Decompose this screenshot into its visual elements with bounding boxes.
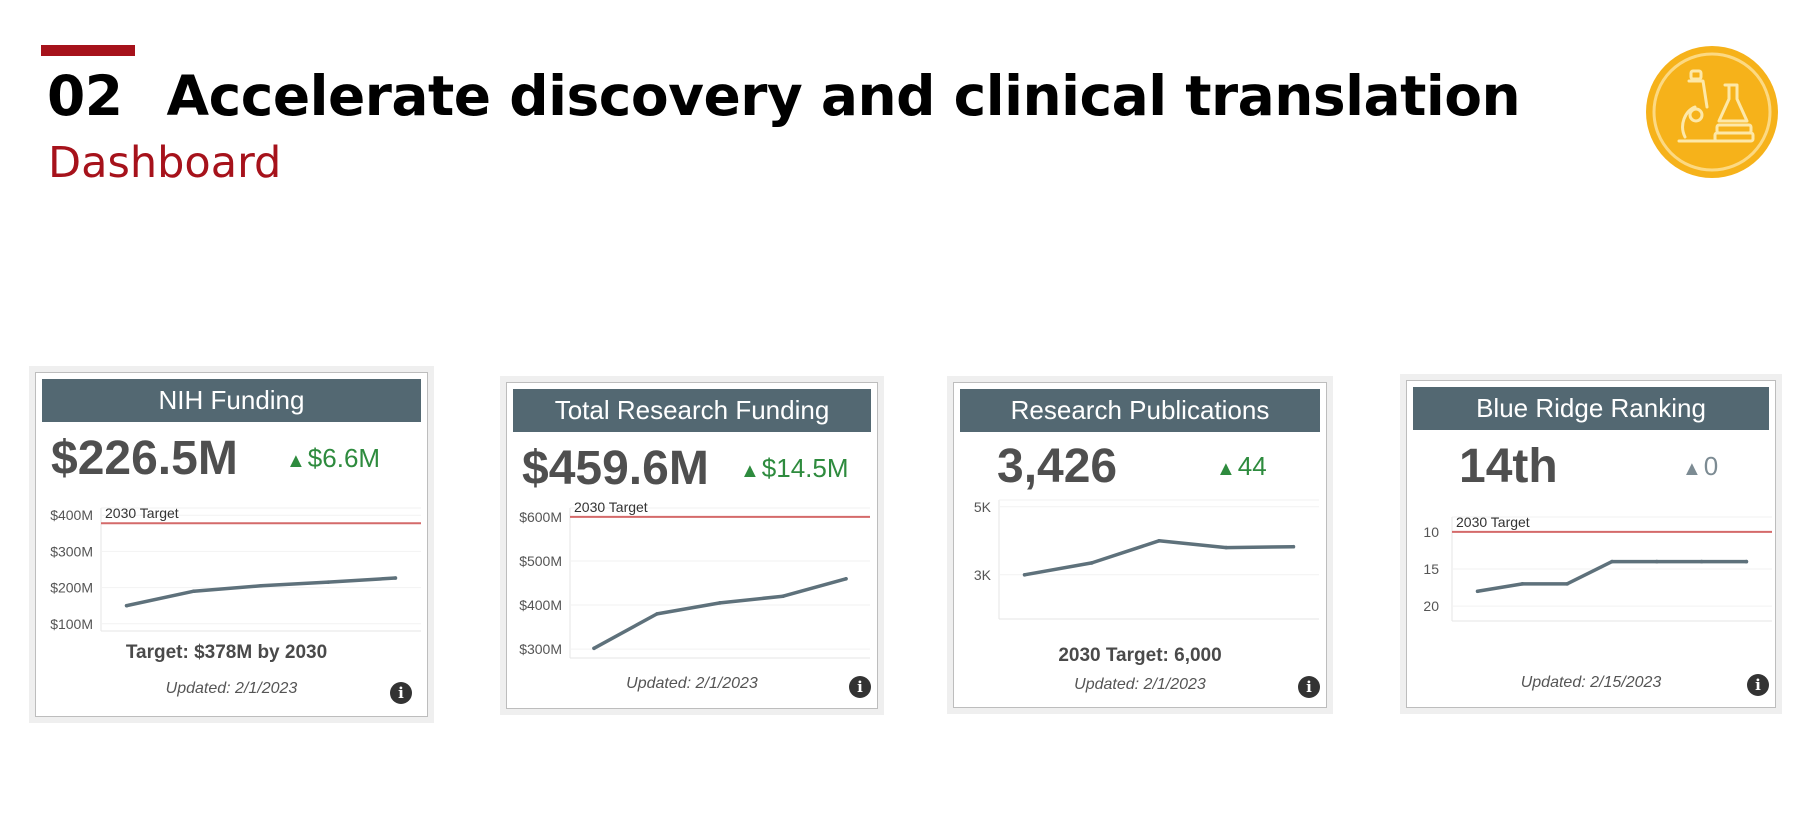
card-title: Research Publications <box>960 389 1320 432</box>
target-note: Target: $378M by 2030 <box>125 642 328 663</box>
y-tick-label: 20 <box>1423 598 1439 614</box>
info-icon[interactable]: i <box>849 676 871 698</box>
card-panel: Total Research Funding $459.6M ▲$14.5M $… <box>506 382 878 709</box>
data-point <box>1475 589 1480 594</box>
data-point <box>1565 582 1569 586</box>
info-icon[interactable]: i <box>390 682 412 704</box>
kpi-card-blue-ridge-ranking: Blue Ridge Ranking 14th ▲0 10 15 20 2030 Ta… <box>1400 374 1782 714</box>
target-note: 2030 Target: 6,000 <box>1058 645 1222 666</box>
card-panel: Blue Ridge Ranking 14th ▲0 10 15 20 2030 Ta… <box>1406 380 1776 708</box>
kpi-delta: ▲$14.5M <box>740 455 849 481</box>
line-chart: 10 15 20 2030 Target <box>1423 514 1772 622</box>
data-point <box>844 576 848 581</box>
kpi-delta-value: 44 <box>1237 451 1267 481</box>
updated-date: Updated: 2/1/2023 <box>165 680 298 697</box>
data-point <box>1744 559 1749 564</box>
card-title: NIH Funding <box>42 379 421 422</box>
data-point <box>1291 544 1296 549</box>
data-point <box>1655 559 1659 564</box>
page-subtitle: Dashboard <box>48 138 282 188</box>
data-point <box>192 589 196 594</box>
kpi-card-total-research-funding: Total Research Funding $459.6M ▲$14.5M $… <box>500 376 884 715</box>
y-tick-label: $300M <box>519 641 562 657</box>
target-label: 2030 Target <box>1456 514 1530 530</box>
y-tick-label: $100M <box>50 616 93 632</box>
y-tick-label: $400M <box>50 507 93 523</box>
kpi-card-research-publications: Research Publications 3,426 ▲44 5K 3K 203… <box>947 376 1333 714</box>
up-arrow-icon: ▲ <box>740 460 760 482</box>
target-label: 2030 Target <box>574 499 648 515</box>
series-line <box>124 576 398 608</box>
y-tick-label: $500M <box>519 553 562 569</box>
series-line <box>1022 539 1296 577</box>
card-panel: Research Publications 3,426 ▲44 5K 3K 203… <box>953 382 1327 708</box>
kpi-value: $459.6M <box>522 442 709 495</box>
y-tick-label: $400M <box>519 597 562 613</box>
data-point <box>592 646 596 651</box>
y-tick-label: $300M <box>50 543 93 559</box>
updated-date: Updated: 2/1/2023 <box>1074 676 1206 693</box>
data-point <box>259 583 263 588</box>
kpi-delta-value: $14.5M <box>761 453 849 483</box>
kpi-delta: ▲44 <box>1216 453 1267 479</box>
data-point <box>326 580 331 584</box>
info-icon[interactable]: i <box>1747 674 1769 696</box>
data-point <box>393 576 398 580</box>
microscope-lab-icon <box>1646 46 1778 178</box>
data-point <box>1699 559 1704 564</box>
series-line <box>1475 559 1749 594</box>
target-label: 2030 Target <box>105 505 179 521</box>
kpi-delta: ▲$6.6M <box>286 445 380 471</box>
y-tick-label: 5K <box>974 499 992 515</box>
y-tick-label: $200M <box>50 580 93 596</box>
kpi-delta-value: 0 <box>1703 451 1719 481</box>
data-point <box>1224 545 1228 550</box>
y-tick-label: 10 <box>1423 524 1439 540</box>
data-point <box>781 594 785 599</box>
data-point <box>655 612 659 616</box>
updated-date: Updated: 2/15/2023 <box>1520 674 1662 691</box>
kpi-value: $226.5M <box>51 432 238 485</box>
card-title: Blue Ridge Ranking <box>1413 387 1769 430</box>
page-number: 02 <box>47 64 123 128</box>
kpi-value: 3,426 <box>997 440 1118 493</box>
card-panel: NIH Funding $226.5M ▲$6.6M $400M $300M $20… <box>35 372 428 717</box>
kpi-value: 14th <box>1459 440 1558 493</box>
data-point <box>1022 573 1027 577</box>
kpi-delta-value: $6.6M <box>307 443 381 473</box>
data-point <box>1157 539 1161 543</box>
up-arrow-icon: ▲ <box>286 450 306 472</box>
data-point <box>1610 559 1614 564</box>
kpi-card-nih-funding: NIH Funding $226.5M ▲$6.6M $400M $300M $20… <box>29 366 434 723</box>
line-chart: 5K 3K <box>974 499 1319 620</box>
line-chart: $400M $300M $200M $100M 2030 Target <box>50 505 421 632</box>
y-tick-label: $600M <box>519 509 562 525</box>
y-tick-label: 15 <box>1423 561 1439 577</box>
kpi-delta: ▲0 <box>1682 453 1718 479</box>
header-accent-bar <box>41 45 135 56</box>
up-arrow-icon: ▲ <box>1682 458 1702 480</box>
y-tick-label: 3K <box>974 567 992 583</box>
data-point <box>718 601 722 605</box>
page-title: 02 Accelerate discovery and clinical tran… <box>47 64 1521 128</box>
page-title-text: Accelerate discovery and clinical transl… <box>166 64 1521 128</box>
up-arrow-icon: ▲ <box>1216 458 1236 480</box>
card-title: Total Research Funding <box>513 389 871 432</box>
series-line <box>592 577 848 651</box>
data-point <box>1090 561 1094 565</box>
updated-date: Updated: 2/1/2023 <box>626 675 758 692</box>
info-icon[interactable]: i <box>1298 676 1320 698</box>
data-point <box>124 603 129 608</box>
data-point <box>1520 582 1525 586</box>
line-chart: $600M $500M $400M $300M 2030 Target <box>519 499 870 659</box>
